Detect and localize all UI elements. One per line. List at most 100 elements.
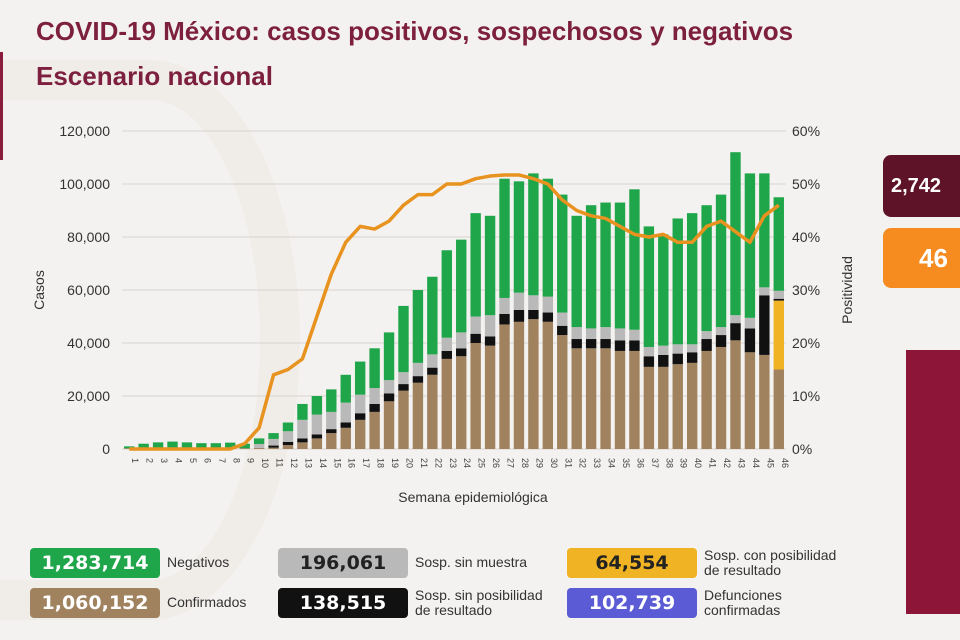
legend-value-box: 64,554 bbox=[567, 548, 697, 578]
bar-negativos-24 bbox=[456, 239, 467, 333]
x-tick-label: 36 bbox=[635, 458, 645, 468]
bar-negativos-39 bbox=[672, 218, 683, 345]
x-tick-label: 38 bbox=[664, 458, 674, 468]
legend-value-box: 1,060,152 bbox=[30, 588, 160, 618]
bar-sosp-sin-muestra-31 bbox=[557, 312, 568, 326]
bar-sosp-sin-posibilidad-de-resultado-25 bbox=[470, 333, 481, 343]
positivity-card: 46 bbox=[883, 228, 960, 288]
legend-label: Sosp. sin muestra bbox=[415, 554, 528, 570]
bar-negativos-28 bbox=[513, 181, 525, 293]
bar-negativos-25 bbox=[470, 213, 481, 317]
bar-confirmados-35 bbox=[614, 350, 626, 449]
bar-sosp-con-posibilidad-de-resultado-46 bbox=[773, 300, 784, 370]
bar-negativos-13 bbox=[297, 403, 308, 420]
legend-label: Confirmados bbox=[167, 594, 247, 610]
bar-confirmados-23 bbox=[441, 358, 452, 449]
bar-negativos-12 bbox=[282, 422, 294, 432]
x-tick-label: 18 bbox=[376, 458, 386, 468]
bar-negativos-30 bbox=[542, 178, 554, 297]
bar-sosp-sin-posibilidad-de-resultado-23 bbox=[441, 350, 452, 359]
bar-confirmados-32 bbox=[571, 348, 582, 449]
x-tick-label: 8 bbox=[231, 458, 241, 463]
bar-confirmados-21 bbox=[412, 382, 424, 449]
y2-tick-label: 40% bbox=[792, 229, 820, 245]
bar-sosp-sin-muestra-32 bbox=[571, 327, 582, 340]
y-tick-label: 40,000 bbox=[67, 335, 110, 351]
bar-negativos-16 bbox=[340, 374, 351, 403]
x-tick-label: 25 bbox=[477, 458, 487, 468]
bar-negativos-22 bbox=[427, 276, 438, 355]
x-axis-label: Semana epidemiológica bbox=[398, 489, 548, 505]
side-panel bbox=[906, 350, 960, 614]
x-tick-label: 27 bbox=[506, 458, 516, 468]
x-tick-label: 28 bbox=[520, 458, 530, 468]
bar-sosp-sin-posibilidad-de-resultado-37 bbox=[643, 356, 655, 367]
x-tick-label: 17 bbox=[361, 458, 371, 468]
bar-sosp-sin-posibilidad-de-resultado-30 bbox=[542, 312, 554, 322]
positivity-line bbox=[129, 173, 780, 451]
bar-negativos-32 bbox=[571, 215, 582, 328]
bar-negativos-45 bbox=[759, 173, 770, 288]
x-tick-label: 30 bbox=[549, 458, 559, 468]
x-tick-label: 33 bbox=[592, 458, 602, 468]
x-tick-label: 26 bbox=[491, 458, 501, 468]
bar-negativos-4 bbox=[167, 441, 178, 448]
bar-confirmados-36 bbox=[629, 350, 640, 449]
legend-value-box: 1,283,714 bbox=[30, 548, 160, 578]
bar-negativos-6 bbox=[196, 443, 207, 449]
bar-confirmados-29 bbox=[528, 319, 539, 449]
bar-sosp-sin-posibilidad-de-resultado-41 bbox=[701, 339, 712, 351]
bar-confirmados-28 bbox=[513, 321, 525, 449]
bar-sosp-sin-muestra-20 bbox=[398, 372, 409, 385]
bar-confirmados-15 bbox=[326, 433, 337, 449]
bar-negativos-38 bbox=[658, 234, 669, 346]
bar-sosp-sin-muestra-21 bbox=[412, 362, 424, 377]
x-tick-label: 20 bbox=[404, 458, 414, 468]
x-tick-label: 41 bbox=[708, 458, 718, 468]
x-tick-label: 5 bbox=[188, 458, 198, 463]
bar-negativos-46 bbox=[773, 197, 784, 291]
x-tick-label: 19 bbox=[390, 458, 400, 468]
bar-sosp-sin-muestra-38 bbox=[658, 345, 669, 355]
bar-sosp-sin-posibilidad-de-resultado-42 bbox=[715, 335, 727, 347]
x-tick-label: 15 bbox=[332, 458, 342, 468]
bar-negativos-36 bbox=[629, 189, 640, 330]
bar-sosp-sin-posibilidad-de-resultado-40 bbox=[686, 352, 698, 363]
bar-confirmados-45 bbox=[759, 354, 770, 449]
x-tick-label: 46 bbox=[780, 458, 790, 468]
x-tick-label: 40 bbox=[693, 458, 703, 468]
bar-sosp-sin-muestra-34 bbox=[600, 327, 611, 340]
bar-negativos-11 bbox=[268, 433, 279, 439]
y2-tick-label: 50% bbox=[792, 176, 820, 192]
bar-confirmados-31 bbox=[557, 335, 568, 449]
x-tick-label: 37 bbox=[650, 458, 660, 468]
bar-negativos-8 bbox=[225, 442, 236, 449]
x-tick-label: 3 bbox=[159, 458, 169, 463]
bar-negativos-18 bbox=[369, 348, 380, 389]
bar-sosp-sin-muestra-13 bbox=[297, 419, 308, 439]
bar-sosp-sin-posibilidad-de-resultado-45 bbox=[759, 295, 770, 355]
x-tick-label: 35 bbox=[621, 458, 631, 468]
x-tick-label: 6 bbox=[202, 458, 212, 463]
bar-negativos-29 bbox=[528, 173, 539, 296]
y-tick-label: 20,000 bbox=[67, 388, 110, 404]
bar-sosp-sin-muestra-23 bbox=[441, 337, 452, 351]
legend-value-box: 102,739 bbox=[567, 588, 697, 618]
bar-sosp-sin-posibilidad-de-resultado-12 bbox=[282, 441, 294, 446]
bar-negativos-19 bbox=[383, 332, 395, 381]
bar-negativos-2 bbox=[138, 443, 149, 448]
bar-confirmados-42 bbox=[715, 346, 727, 449]
bar-sosp-sin-muestra-28 bbox=[513, 292, 525, 310]
legend-value-box: 138,515 bbox=[278, 588, 408, 618]
bar-confirmados-25 bbox=[470, 343, 481, 449]
bar-sosp-sin-muestra-33 bbox=[585, 328, 597, 340]
bar-confirmados-41 bbox=[701, 350, 712, 449]
legend-label: Sosp. con posibilidad de resultado bbox=[704, 547, 837, 578]
y2-tick-label: 20% bbox=[792, 335, 820, 351]
bar-sosp-sin-muestra-44 bbox=[744, 317, 756, 329]
legend-label: Negativos bbox=[167, 554, 230, 570]
bar-sosp-sin-posibilidad-de-resultado-38 bbox=[658, 354, 669, 367]
x-tick-label: 31 bbox=[563, 458, 573, 468]
bar-sosp-sin-posibilidad-de-resultado-19 bbox=[383, 393, 395, 402]
